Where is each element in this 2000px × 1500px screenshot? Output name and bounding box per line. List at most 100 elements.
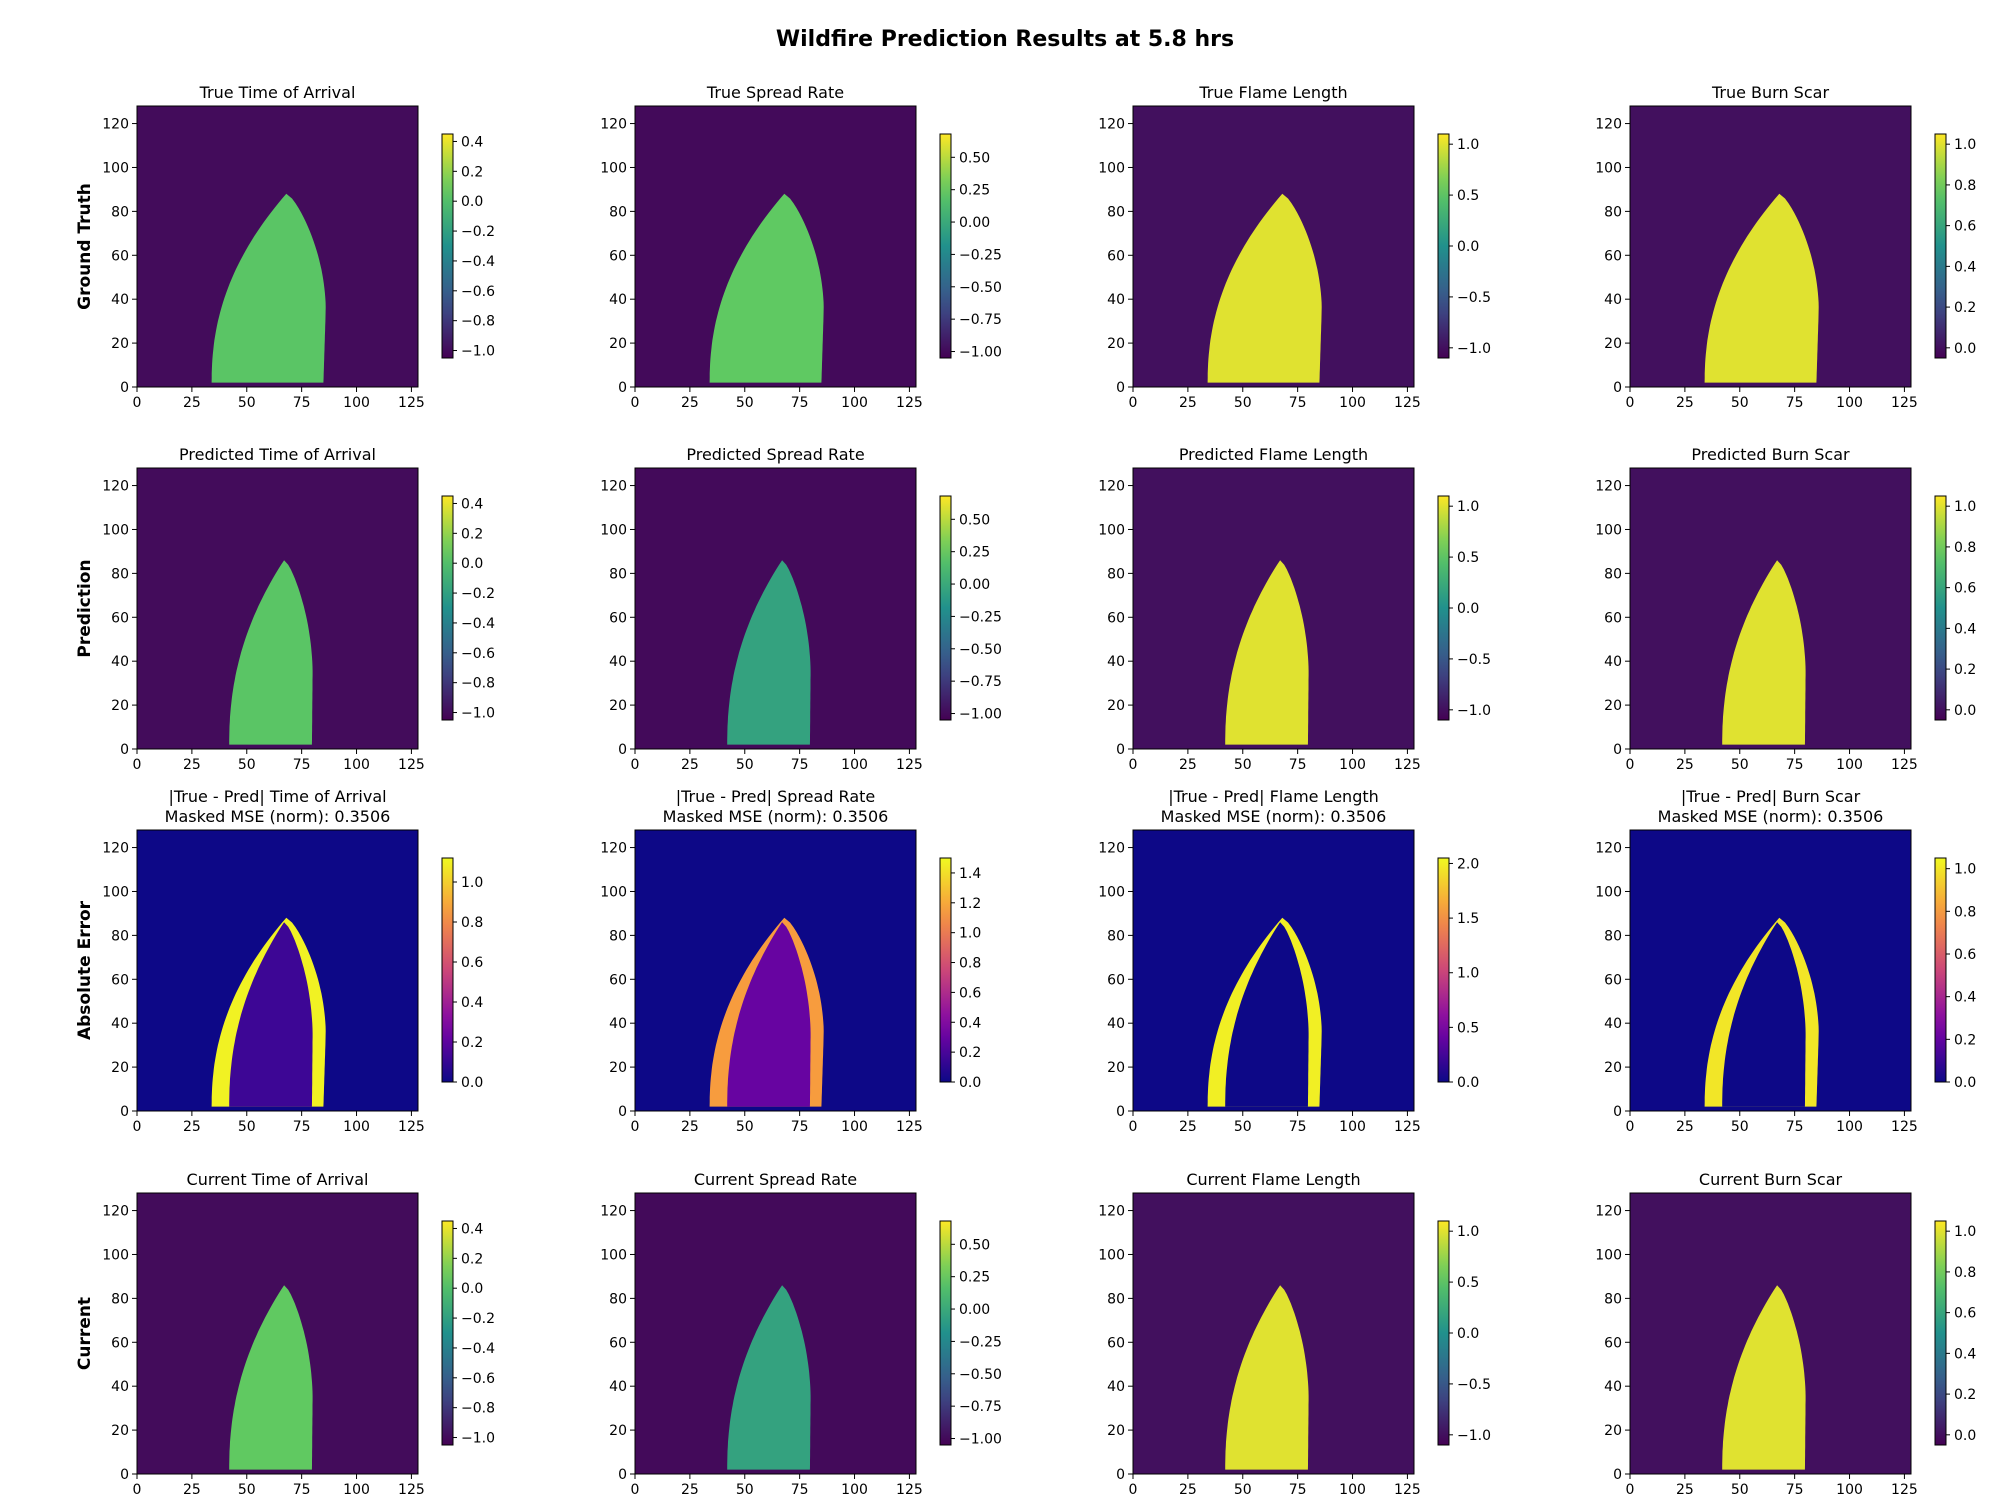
x-tick-label: 0 [631,1482,640,1498]
colorbar-tick-label: −0.4 [461,254,495,270]
colorbar-tick-label: 0.0 [1954,703,1976,719]
error-inner-region [229,922,313,1107]
fire-region [727,560,811,745]
colorbar-tick-label: 1.4 [959,866,981,882]
panel-title: Current Burn Scar [1699,1170,1843,1189]
x-tick-label: 125 [1891,757,1918,773]
axes-frame [1132,1192,1415,1475]
colorbar-tick-label: 1.2 [959,896,981,912]
y-tick-label: 120 [1098,117,1125,133]
colorbar-tick-label: −0.75 [959,674,1002,690]
colorbar-tick-label: −1.0 [1457,1428,1491,1444]
y-tick-label: 80 [1604,928,1622,944]
panel-title: True Spread Rate [706,83,844,102]
x-tick-label: 125 [398,757,425,773]
y-tick-label: 0 [1116,742,1125,758]
x-tick-label: 100 [1836,757,1863,773]
y-tick-label: 60 [111,610,129,626]
colorbar [1437,1220,1450,1446]
heatmap-panel: True Time of Arrival 0 25 50 75 100 125 0 20 40 60… [102,83,495,411]
colorbar-tick-label: 0.8 [1954,1265,1976,1281]
y-tick-label: 100 [600,522,627,538]
x-tick-label: 0 [133,1482,142,1498]
y-tick-label: 40 [1604,654,1622,670]
axes-frame [1132,467,1415,750]
colorbar-tick-label: 0.4 [461,496,483,512]
colorbar-tick-label: 1.0 [461,875,483,891]
y-tick-label: 20 [609,336,627,352]
y-tick-label: 0 [120,1467,129,1483]
x-tick-label: 50 [1731,1119,1749,1135]
y-tick-label: 100 [1098,160,1125,176]
colorbar-tick-label: 0.2 [1954,1387,1976,1403]
colorbar-tick-label: 0.4 [461,134,483,150]
x-tick-label: 125 [398,1482,425,1498]
x-tick-label: 75 [293,757,311,773]
y-tick-label: 20 [111,336,129,352]
x-tick-label: 25 [1179,395,1197,411]
y-tick-label: 40 [609,654,627,670]
x-tick-label: 25 [183,1119,201,1135]
x-tick-label: 100 [1339,395,1366,411]
y-tick-label: 100 [1098,1247,1125,1263]
x-tick-label: 100 [1836,1482,1863,1498]
colorbar-tick-label: 0.8 [1954,178,1976,194]
y-tick-label: 100 [102,1247,129,1263]
x-tick-label: 125 [1394,395,1421,411]
y-tick-label: 40 [111,1016,129,1032]
colorbar-tick-label: 0.0 [1457,239,1479,255]
colorbar-tick-label: −0.8 [461,1401,495,1417]
colorbar-tick-label: 1.0 [1457,137,1479,153]
panel-subtitle: Masked MSE (norm): 0.3506 [1658,807,1884,826]
colorbar-tick-label: −1.0 [1457,341,1491,357]
colorbar-tick-label: −1.00 [959,1432,1002,1448]
fire-region [1225,1285,1309,1470]
colorbar-tick-label: −0.5 [1457,1377,1491,1393]
y-tick-label: 80 [111,1291,129,1307]
x-tick-label: 25 [681,395,699,411]
x-tick-label: 25 [681,757,699,773]
y-tick-label: 60 [1107,972,1125,988]
axes-frame [1629,105,1912,388]
y-tick-label: 120 [102,1204,129,1220]
colorbar-tick-label: 0.25 [959,1270,990,1286]
panel-title: Current Spread Rate [694,1170,857,1189]
x-tick-label: 25 [1179,757,1197,773]
x-tick-label: 125 [1891,1119,1918,1135]
x-tick-label: 125 [896,1119,923,1135]
axes-frame [136,105,419,388]
colorbar-tick-label: 0.0 [461,1281,483,1297]
y-tick-label: 60 [1604,248,1622,264]
x-tick-label: 75 [1786,757,1804,773]
colorbar-tick-label: 1.0 [1954,1224,1976,1240]
x-tick-label: 0 [1129,1482,1138,1498]
y-tick-label: 40 [1604,292,1622,308]
panel-title: Current Time of Arrival [187,1170,369,1189]
y-tick-label: 60 [111,248,129,264]
y-tick-label: 120 [1595,1204,1622,1220]
heatmap-panel: Predicted Spread Rate 0 25 50 75 100 125 0 20 40 6… [600,445,1002,773]
y-tick-label: 60 [1604,972,1622,988]
x-tick-label: 0 [133,1119,142,1135]
y-tick-label: 60 [609,972,627,988]
colorbar [939,857,952,1083]
y-tick-label: 80 [111,566,129,582]
x-tick-label: 25 [183,1482,201,1498]
colorbar-tick-label: −0.4 [461,616,495,632]
x-tick-label: 0 [133,757,142,773]
axes-frame [1629,829,1912,1112]
x-tick-label: 100 [1339,757,1366,773]
y-tick-label: 100 [1595,1247,1622,1263]
x-tick-label: 0 [631,395,640,411]
y-tick-label: 80 [1107,1291,1125,1307]
panel-title: Predicted Burn Scar [1691,445,1850,464]
axes-frame [634,1192,917,1475]
heatmap-panel: Predicted Time of Arrival 0 25 50 75 100 125 0 2… [102,445,495,773]
x-tick-label: 100 [841,1482,868,1498]
x-tick-label: 75 [1786,395,1804,411]
y-tick-label: 20 [111,1423,129,1439]
panel-title: |True - Pred| Flame Length [1168,787,1379,806]
colorbar-tick-label: 1.0 [1457,499,1479,515]
y-tick-label: 40 [609,1379,627,1395]
fire-region [229,1285,313,1470]
